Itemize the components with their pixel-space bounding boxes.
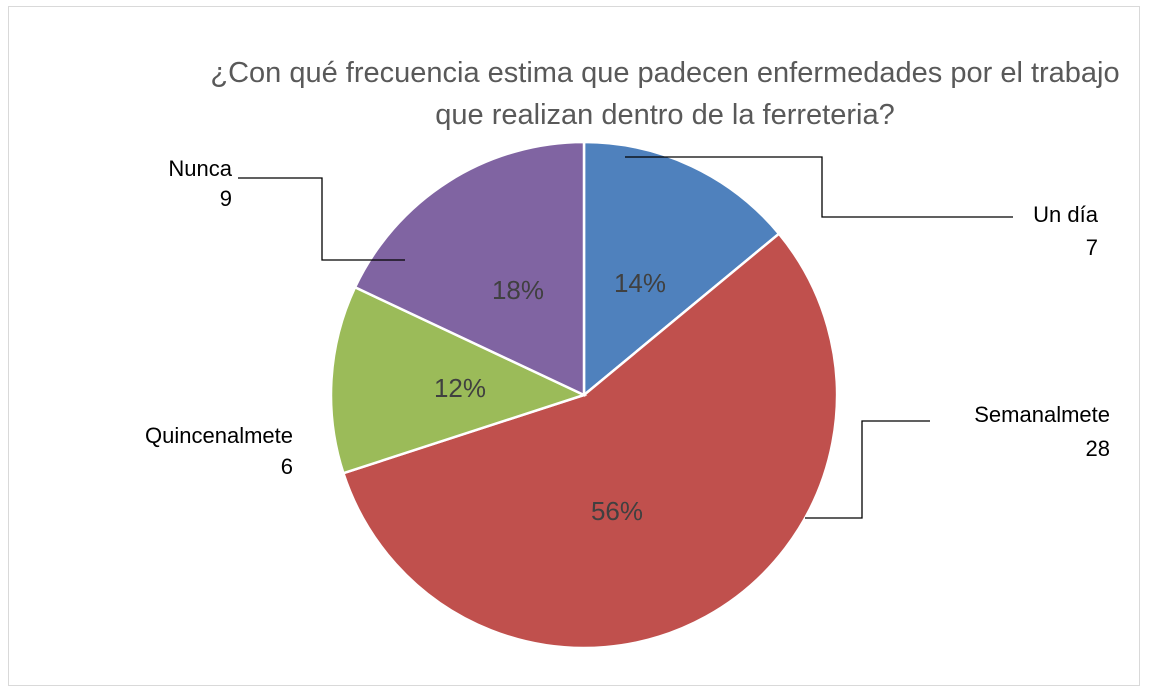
percent-label: 12% <box>434 373 486 403</box>
value-label: 28 <box>1086 436 1110 461</box>
category-label: Semanalmete <box>974 402 1110 427</box>
pie-slice <box>341 231 839 650</box>
pie-slice <box>329 285 588 475</box>
leader-line <box>238 177 405 261</box>
value-label: 9 <box>220 186 232 211</box>
pie-slice <box>582 140 781 398</box>
percent-label: 56% <box>591 496 643 526</box>
percent-label: 14% <box>614 268 666 298</box>
category-label: Quincenalmete <box>145 423 293 448</box>
leader-line <box>625 156 1013 218</box>
category-label: Un día <box>1033 202 1099 227</box>
leader-line <box>805 420 930 519</box>
category-label: Nunca <box>168 156 232 181</box>
value-label: 7 <box>1086 235 1098 260</box>
value-label: 6 <box>281 454 293 479</box>
chart-title: ¿Con qué frecuencia estima que padecen e… <box>210 57 1120 131</box>
pie-slice <box>353 140 586 397</box>
percent-label: 18% <box>492 275 544 305</box>
